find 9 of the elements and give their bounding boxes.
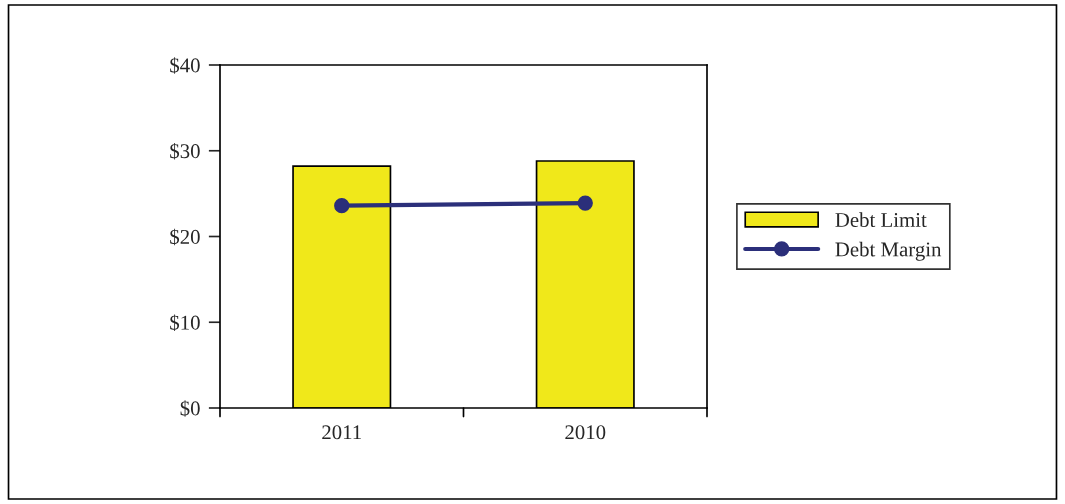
y-tick-label: $10 (170, 314, 200, 332)
y-tick-label: $30 (170, 142, 200, 160)
legend-label: Debt Limit (835, 212, 927, 228)
x-tick-label: 2011 (322, 425, 361, 440)
x-tick-label: 2010 (565, 425, 606, 440)
y-tick-label: $0 (180, 400, 200, 417)
y-tick-label: $40 (170, 57, 200, 74)
y-tick-label: $20 (170, 228, 200, 246)
legend-label: Debt Margin (835, 241, 942, 261)
